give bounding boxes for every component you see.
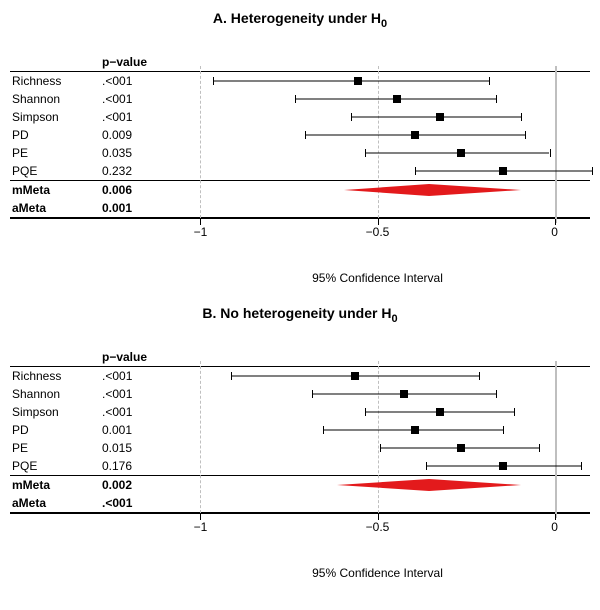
row-pvalue: 0.001 [102, 423, 167, 437]
row-pvalue: 0.001 [102, 201, 167, 215]
forest-plot: p−valueRichness.<001Shannon.<001Simpson.… [10, 350, 590, 580]
point-estimate [436, 408, 444, 416]
row-label: aMeta [10, 496, 102, 510]
x-axis: −1 −0.5 0 [165, 219, 590, 249]
forest-row: Richness.<001 [10, 367, 590, 385]
row-label: Simpson [10, 110, 102, 124]
x-axis: −1 −0.5 0 [165, 514, 590, 544]
point-estimate [457, 149, 465, 157]
summary-diamond [337, 479, 521, 491]
header-row: p−value [10, 350, 590, 367]
point-estimate [393, 95, 401, 103]
pvalue-header: p−value [102, 350, 167, 364]
point-estimate [436, 113, 444, 121]
point-estimate [354, 77, 362, 85]
row-pvalue: .<001 [102, 496, 167, 510]
forest-panel-A: A. Heterogeneity under H0p−valueRichness… [10, 10, 590, 285]
row-label: Shannon [10, 387, 102, 401]
forest-row: mMeta0.006 [10, 181, 590, 199]
row-pvalue: 0.232 [102, 164, 167, 178]
row-label: Richness [10, 369, 102, 383]
row-label: PE [10, 441, 102, 455]
forest-row: aMeta.<001 [10, 494, 590, 512]
tick-label: −1 [194, 225, 208, 239]
point-estimate [400, 390, 408, 398]
row-pvalue: 0.176 [102, 459, 167, 473]
point-estimate [457, 444, 465, 452]
forest-row: PQE0.232 [10, 162, 590, 180]
forest-row: Shannon.<001 [10, 385, 590, 403]
row-pvalue: .<001 [102, 387, 167, 401]
row-pvalue: .<001 [102, 74, 167, 88]
point-estimate [351, 372, 359, 380]
row-pvalue: 0.006 [102, 183, 167, 197]
row-pvalue: 0.015 [102, 441, 167, 455]
row-label: aMeta [10, 201, 102, 215]
forest-row: mMeta0.002 [10, 476, 590, 494]
forest-row: PQE0.176 [10, 457, 590, 475]
tick-label: −0.5 [366, 520, 390, 534]
point-estimate [411, 426, 419, 434]
tick-label: 0 [551, 225, 558, 239]
row-pvalue: .<001 [102, 92, 167, 106]
pvalue-header: p−value [102, 55, 167, 69]
row-label: PQE [10, 164, 102, 178]
row-pvalue: .<001 [102, 110, 167, 124]
row-pvalue: .<001 [102, 369, 167, 383]
row-label: PE [10, 146, 102, 160]
forest-row: PD0.001 [10, 421, 590, 439]
summary-diamond [344, 184, 521, 196]
row-pvalue: 0.035 [102, 146, 167, 160]
row-label: mMeta [10, 183, 102, 197]
point-estimate [499, 167, 507, 175]
forest-row: PE0.015 [10, 439, 590, 457]
row-label: PQE [10, 459, 102, 473]
forest-row: Richness.<001 [10, 72, 590, 90]
forest-row: aMeta0.001 [10, 199, 590, 217]
forest-plot: p−valueRichness.<001Shannon.<001Simpson.… [10, 55, 590, 285]
tick-label: −1 [194, 520, 208, 534]
row-label: PD [10, 423, 102, 437]
axis-title: 95% Confidence Interval [165, 566, 590, 580]
forest-panel-B: B. No heterogeneity under H0p−valueRichn… [10, 305, 590, 580]
panel-title: A. Heterogeneity under H0 [10, 10, 590, 30]
row-label: Richness [10, 74, 102, 88]
tick-label: 0 [551, 520, 558, 534]
row-pvalue: .<001 [102, 405, 167, 419]
forest-row: Simpson.<001 [10, 108, 590, 126]
header-row: p−value [10, 55, 590, 72]
axis-title: 95% Confidence Interval [165, 271, 590, 285]
row-pvalue: 0.009 [102, 128, 167, 142]
forest-row: Simpson.<001 [10, 403, 590, 421]
row-label: Simpson [10, 405, 102, 419]
panel-title: B. No heterogeneity under H0 [10, 305, 590, 325]
row-label: Shannon [10, 92, 102, 106]
point-estimate [411, 131, 419, 139]
forest-row: PD0.009 [10, 126, 590, 144]
row-label: PD [10, 128, 102, 142]
row-pvalue: 0.002 [102, 478, 167, 492]
forest-row: PE0.035 [10, 144, 590, 162]
point-estimate [499, 462, 507, 470]
tick-label: −0.5 [366, 225, 390, 239]
row-label: mMeta [10, 478, 102, 492]
forest-row: Shannon.<001 [10, 90, 590, 108]
